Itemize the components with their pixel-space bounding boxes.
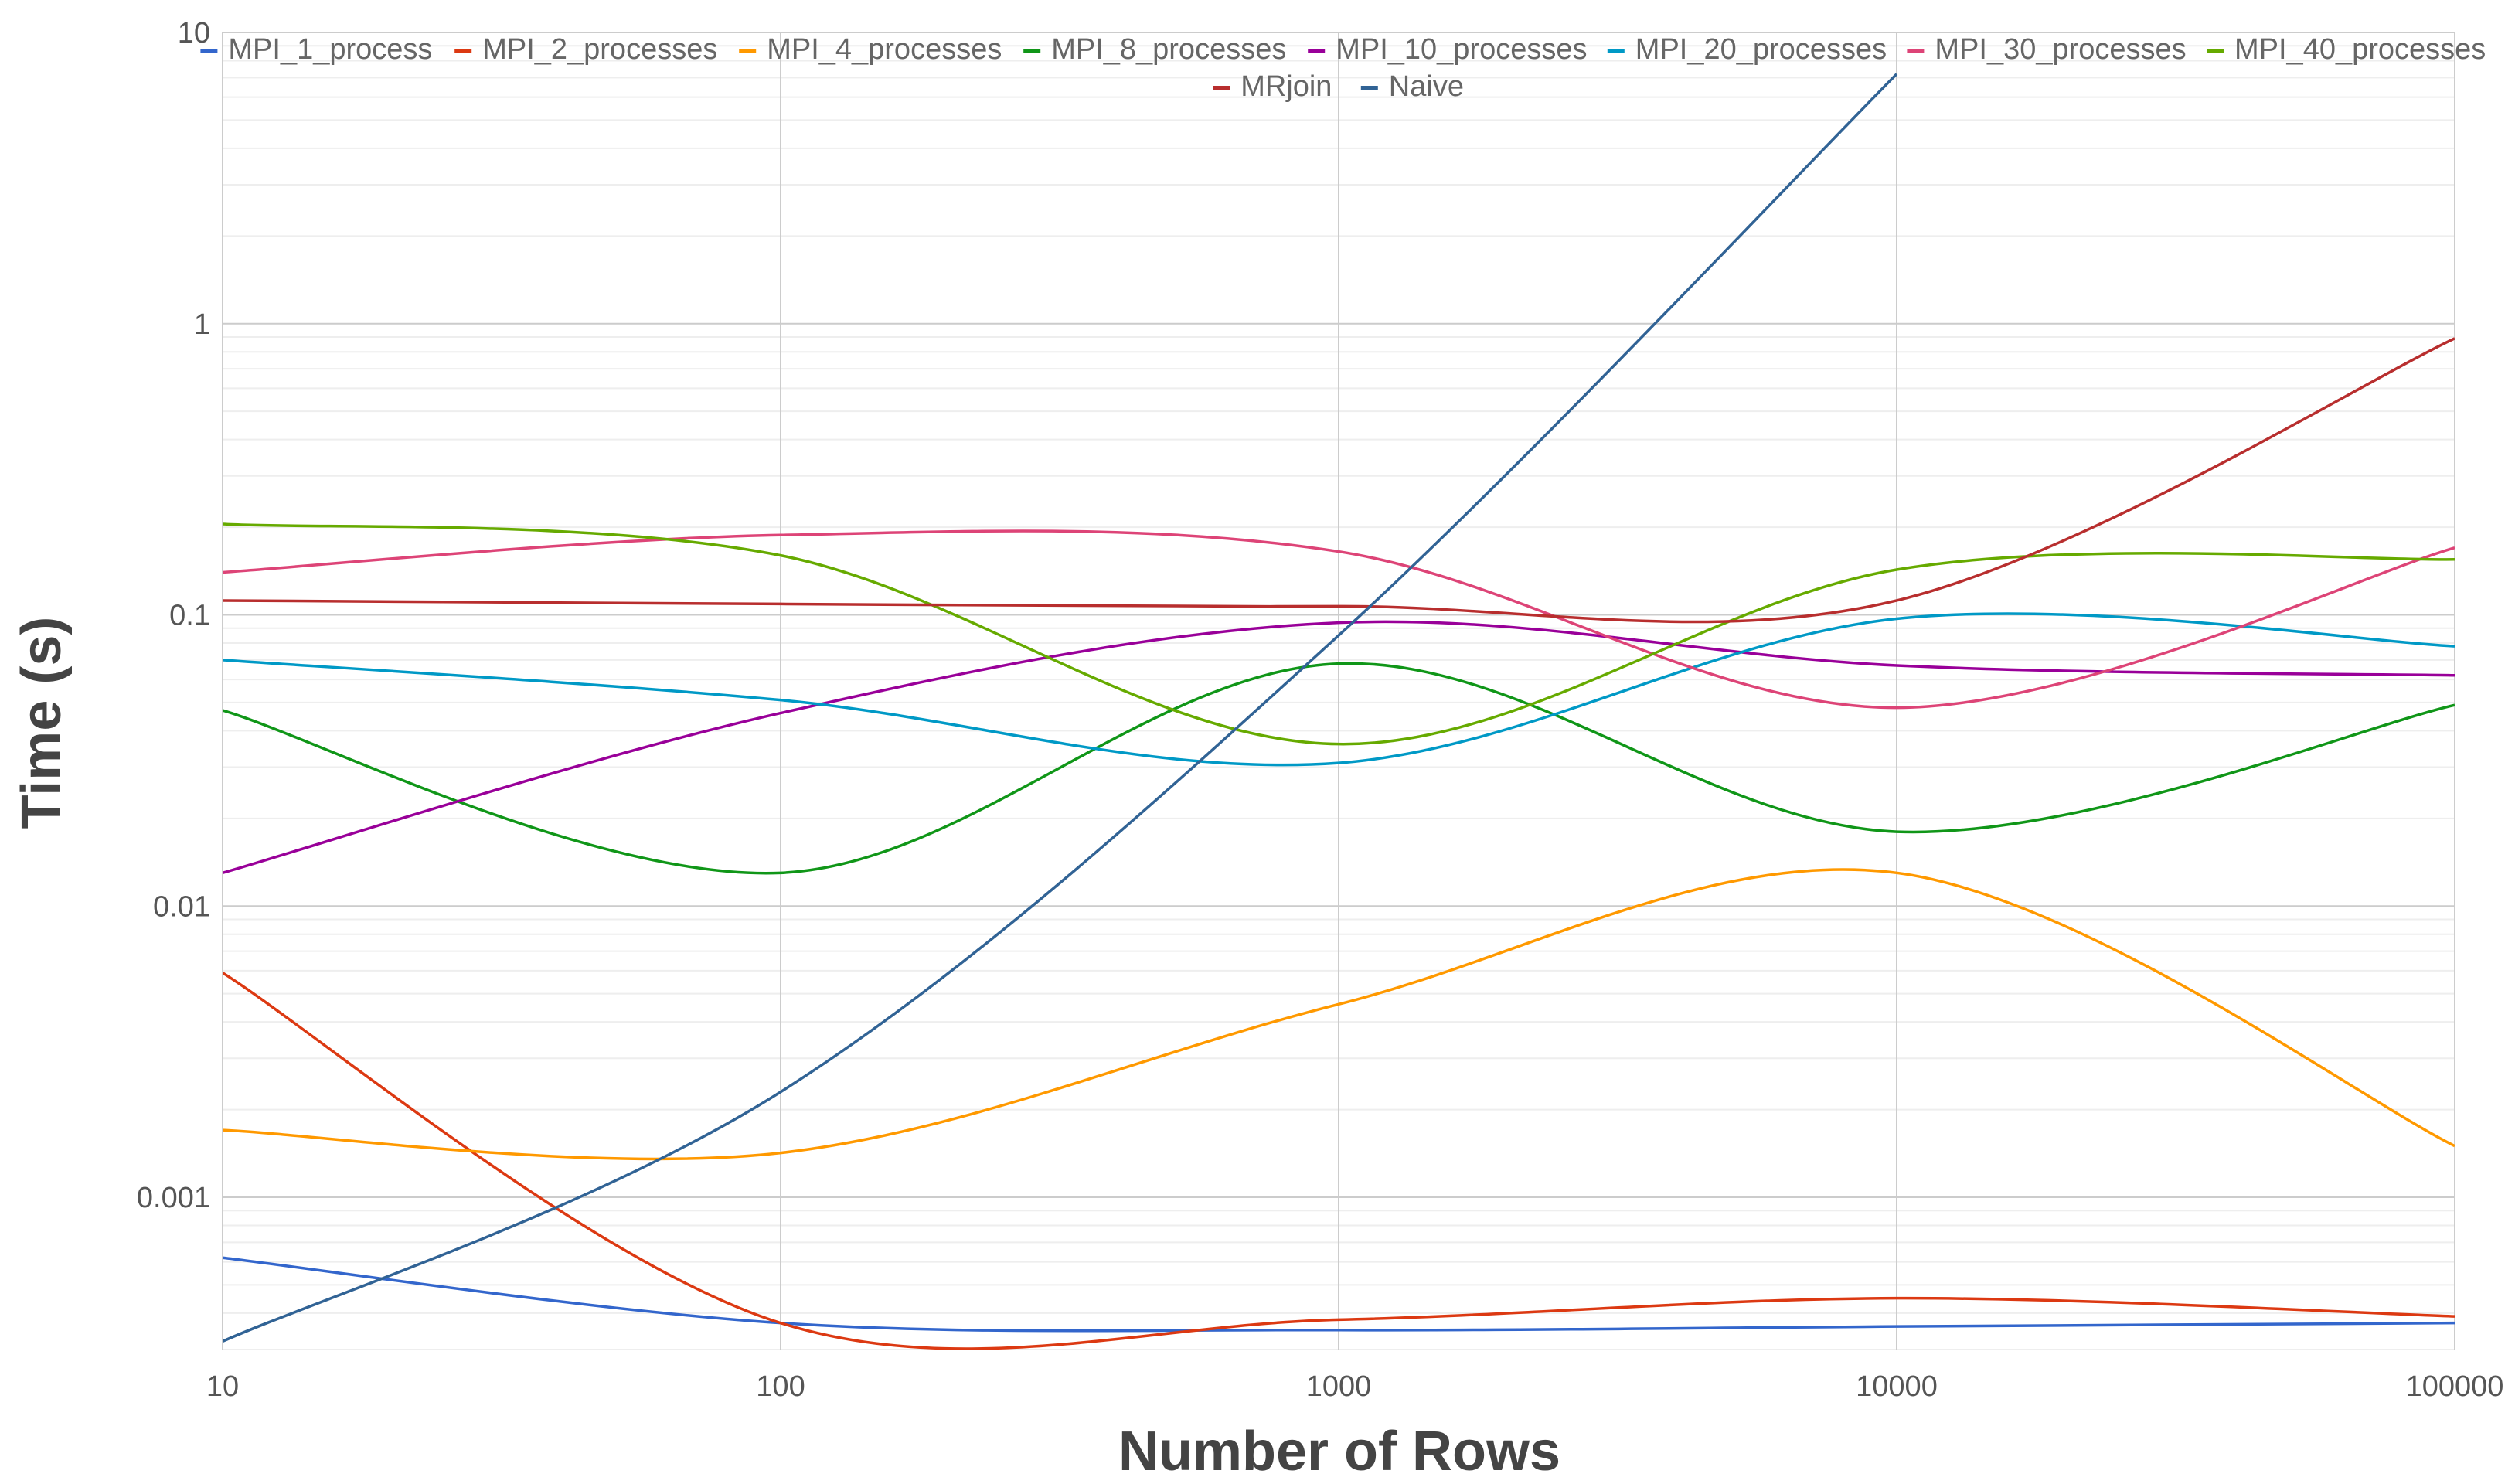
- series-line-mpi-10-processes: [223, 620, 2455, 875]
- series-line-mrjoin: [223, 337, 2455, 624]
- legend-label: MPI_8_processes: [1051, 33, 1286, 66]
- x-tick-label: 10: [206, 1370, 239, 1403]
- series-line-mpi-30-processes: [223, 529, 2455, 710]
- y-tick-label: 10: [178, 17, 210, 49]
- series-line-mpi-20-processes: [223, 612, 2455, 767]
- legend-label: MPI_40_processes: [2234, 33, 2486, 66]
- series-line-mpi-1-process: [223, 1256, 2455, 1333]
- legend-swatch: [454, 49, 472, 53]
- legend-swatch: [200, 49, 218, 53]
- legend-item-mpi-1-process[interactable]: MPI_1_process: [200, 33, 432, 66]
- x-tick-label: 1000: [1306, 1370, 1372, 1403]
- legend-swatch: [1308, 49, 1326, 53]
- legend-item-mpi-2-processes[interactable]: MPI_2_processes: [454, 33, 717, 66]
- y-tick-label: 0.001: [137, 1182, 210, 1214]
- legend-item-mpi-8-processes[interactable]: MPI_8_processes: [1023, 33, 1286, 66]
- series-line-mpi-2-processes: [223, 972, 2455, 1350]
- legend-label: MPI_1_process: [228, 33, 432, 66]
- legend-label: MPI_20_processes: [1635, 33, 1887, 66]
- legend-item-mpi-40-processes[interactable]: MPI_40_processes: [2207, 33, 2486, 66]
- legend-swatch: [1213, 86, 1230, 90]
- legend-item-mrjoin[interactable]: MRjoin: [1213, 70, 1332, 103]
- y-axis-title: Time (s): [11, 617, 73, 829]
- y-tick-label: 1: [194, 308, 210, 341]
- legend-swatch: [2207, 49, 2224, 53]
- series-line-mpi-40-processes: [223, 522, 2455, 746]
- legend-label: MPI_4_processes: [767, 33, 1002, 66]
- series-line-naive: [223, 73, 1898, 1343]
- x-tick-label: 10000: [1856, 1370, 1938, 1403]
- y-tick-label: 0.01: [153, 890, 210, 923]
- legend-label: Naive: [1389, 70, 1464, 103]
- legend-swatch: [1907, 49, 1925, 53]
- grid: [222, 32, 2455, 1350]
- legend-swatch: [1607, 49, 1625, 53]
- legend-swatch: [739, 49, 757, 53]
- legend-label: MPI_2_processes: [482, 33, 717, 66]
- legend-item-mpi-30-processes[interactable]: MPI_30_processes: [1907, 33, 2187, 66]
- series-lines: [223, 73, 2455, 1350]
- legend-swatch: [1360, 86, 1378, 90]
- y-tick-label: 0.1: [169, 600, 210, 632]
- series-line-mpi-4-processes: [223, 868, 2455, 1161]
- legend-swatch: [1023, 49, 1041, 53]
- legend-item-mpi-10-processes[interactable]: MPI_10_processes: [1308, 33, 1587, 66]
- legend[interactable]: MPI_1_process MPI_2_processes MPI_4_proces…: [200, 33, 2486, 103]
- x-tick-label: 100000: [2406, 1370, 2504, 1403]
- legend-label: MPI_30_processes: [1935, 33, 2186, 66]
- legend-item-mpi-20-processes[interactable]: MPI_20_processes: [1607, 33, 1887, 66]
- series-line-mpi-8-processes: [223, 662, 2455, 875]
- legend-label: MRjoin: [1240, 70, 1332, 103]
- legend-item-naive[interactable]: Naive: [1360, 70, 1464, 103]
- x-axis-title: Number of Rows: [1118, 1421, 1560, 1482]
- x-tick-label: 100: [756, 1370, 805, 1403]
- legend-label: MPI_10_processes: [1336, 33, 1587, 66]
- legend-item-mpi-4-processes[interactable]: MPI_4_processes: [739, 33, 1002, 66]
- tick-labels: 10 1 0.1 0.01 0.001 10 100 1000 10000 100000: [137, 17, 2504, 1403]
